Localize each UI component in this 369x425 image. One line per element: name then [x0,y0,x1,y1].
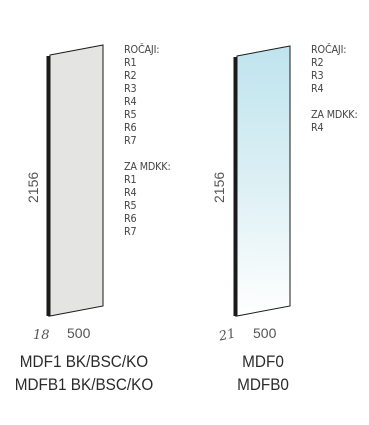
handle-item: R7 [124,135,137,147]
mdkk-item: R4 [124,187,137,199]
panel-2-height-label: 2156 [211,171,227,203]
panel-1-width-label: 500 [67,325,91,341]
mdkk-item: R1 [124,174,137,186]
panel-2-caption-line-2: MDFB0 [237,375,289,394]
panel-1-caption-line-1: MDF1 BK/BSC/KO [19,352,149,371]
mdkk-item: R7 [124,226,137,238]
panel-1-face [49,44,104,317]
mdkk-item: R5 [124,200,137,212]
panel-2-caption: MDF0 MDFB0 [218,350,308,396]
panel-2-width-label: 500 [253,325,277,341]
handle-item: R4 [124,96,137,108]
handle-item: R3 [124,83,137,95]
panel-1-depth-label: 18 [33,328,50,343]
panel-2-caption-line-1: MDF0 [242,352,284,371]
panel-1-caption: MDF1 BK/BSC/KO MDFB1 BK/BSC/KO [3,350,165,396]
handle-item: R2 [311,57,324,69]
mdkk-heading: ZA MDKK: [124,161,171,173]
panel-2-drawing [233,45,291,317]
panel-1-height-label: 2156 [25,171,41,203]
panel-2-handles-list: ROČAJI: R2 R3 R4 ZA MDKK: R4 [311,44,358,135]
panel-2-face [236,45,291,317]
panel-1-drawing [46,44,104,317]
mdkk-heading: ZA MDKK: [311,109,358,121]
handle-item: R6 [124,122,137,134]
handles-heading: ROČAJI: [311,44,347,56]
mdkk-item: R4 [311,122,324,134]
handle-item: R1 [124,57,137,69]
handles-heading: ROČAJI: [124,44,160,56]
panel-1-caption-line-2: MDFB1 BK/BSC/KO [14,375,154,394]
handle-item: R3 [311,70,324,82]
handle-item: R4 [311,83,324,95]
handle-item: R5 [124,109,137,121]
handle-item: R2 [124,70,137,82]
panel-1-handles-list: ROČAJI: R1 R2 R3 R4 R5 R6 R7 ZA MDKK: R1… [124,44,171,239]
mdkk-item: R6 [124,213,137,225]
